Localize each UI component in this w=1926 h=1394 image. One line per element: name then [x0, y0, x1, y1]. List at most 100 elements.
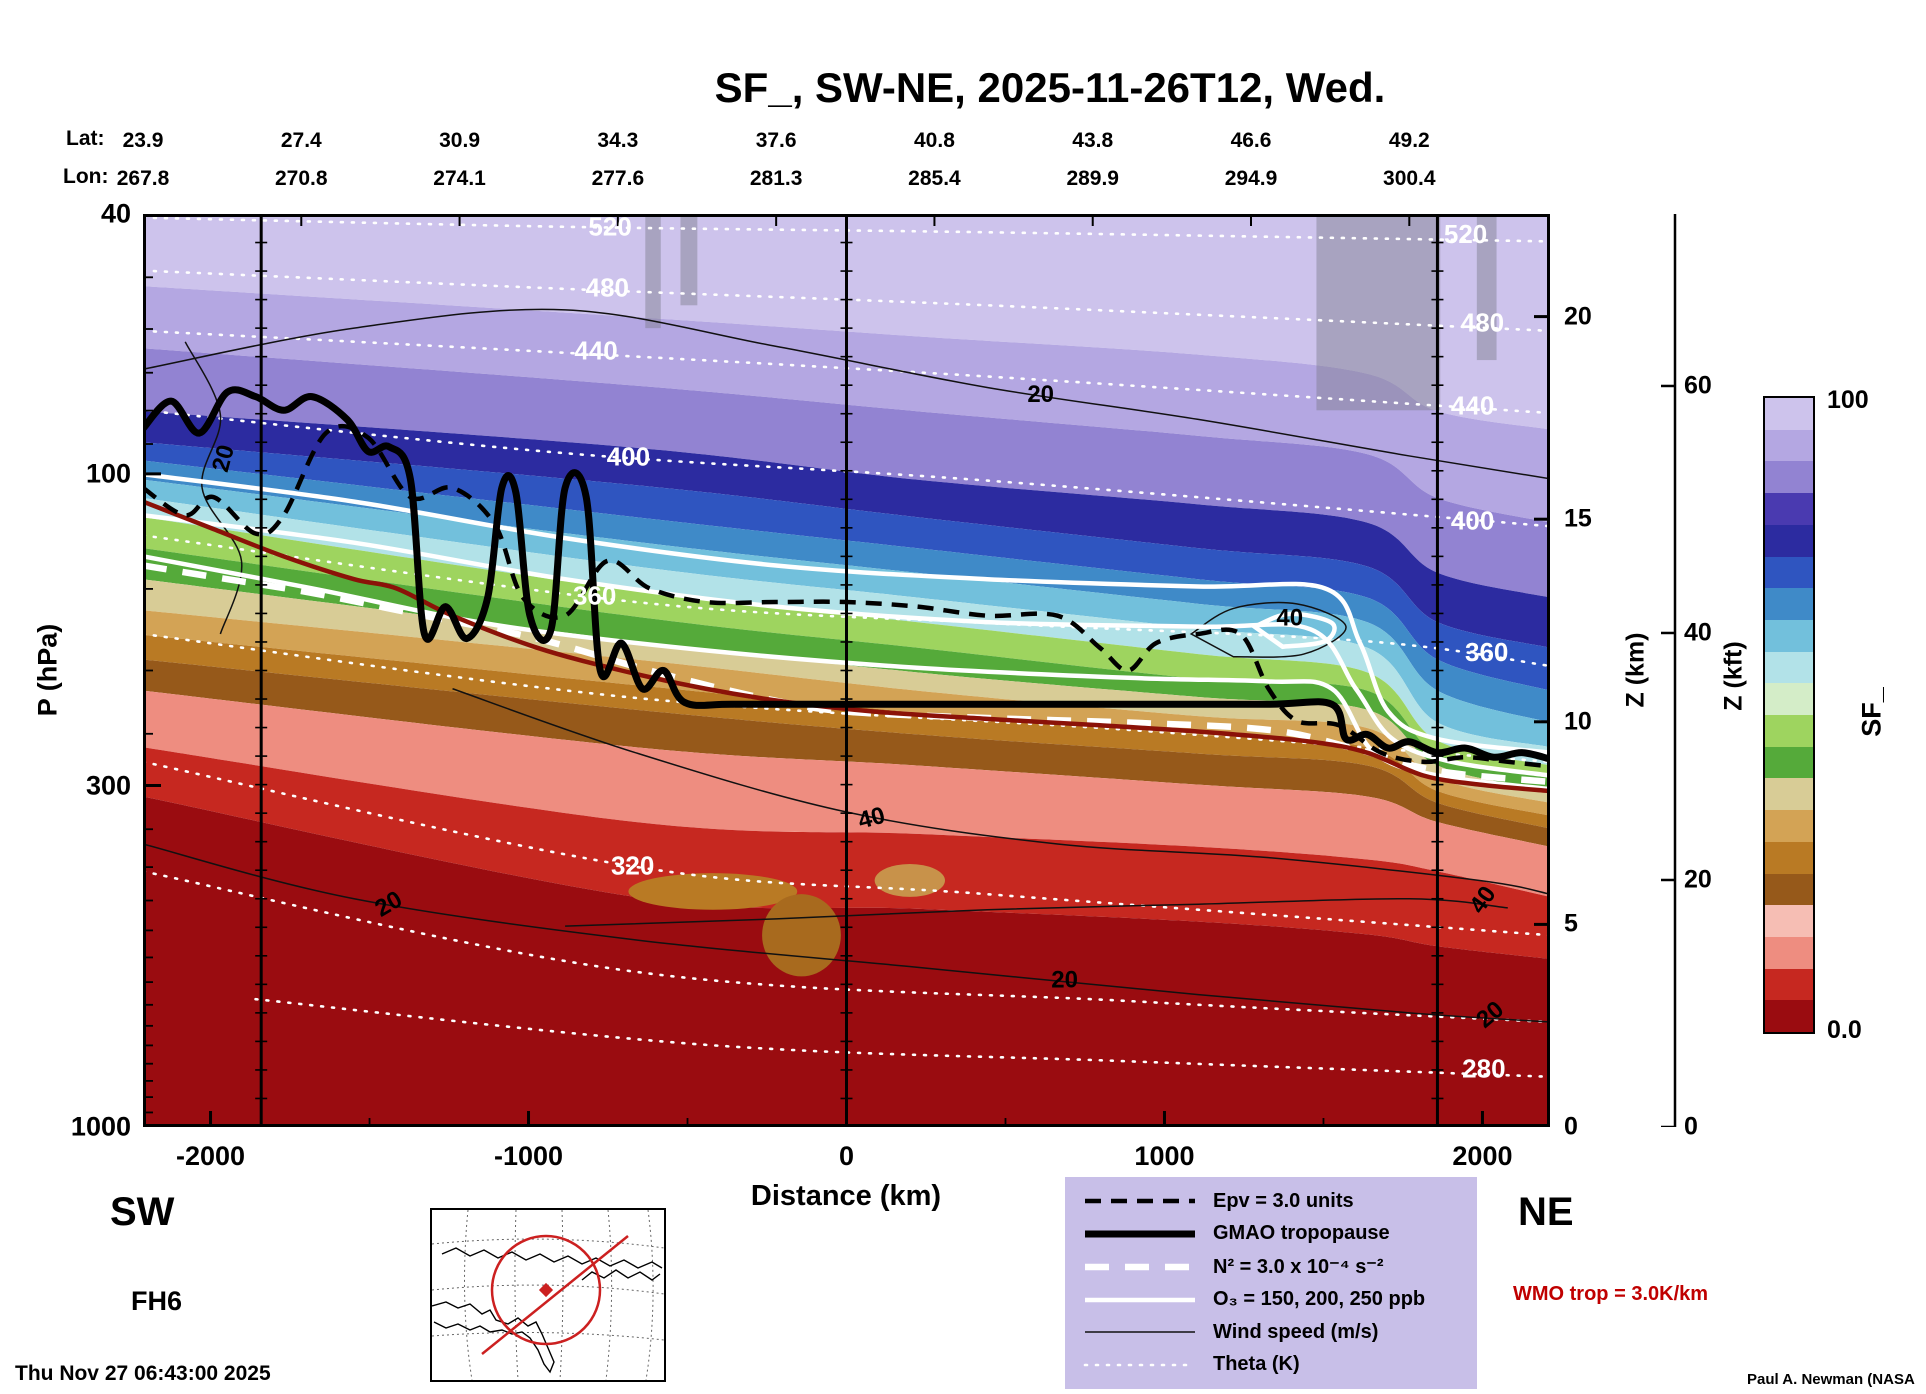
- legend-label: GMAO tropopause: [1213, 1222, 1390, 1245]
- colorbar-step: [1765, 461, 1813, 494]
- zkm-tick-label: 15: [1564, 504, 1592, 533]
- wind-contour: [452, 688, 1550, 895]
- distance-tick-label: 1000: [1134, 1141, 1195, 1171]
- credit: Paul A. Newman (NASA: [1747, 1371, 1915, 1388]
- timestamp: Thu Nov 27 06:43:00 2025: [15, 1362, 271, 1385]
- legend-line-sample-epv: [1085, 1199, 1195, 1204]
- legend-line-sample-theta: [1083, 1363, 1197, 1367]
- contour-label-480: 480: [586, 273, 629, 303]
- missing-data-column: [680, 214, 698, 306]
- lon-value: 294.9: [1224, 167, 1278, 190]
- colorbar-step: [1765, 968, 1813, 1001]
- colorbar-step: [1765, 715, 1813, 747]
- zkft-axis-title: Z (kft): [1719, 641, 1748, 711]
- legend-line-sample-wind: [1085, 1331, 1195, 1333]
- theta-contour: [143, 870, 1550, 1024]
- colorbar-step: [1765, 524, 1813, 557]
- coastline-east: [581, 1269, 661, 1281]
- lon-value: 274.1: [433, 167, 486, 190]
- fill-patch: [762, 894, 841, 977]
- legend-row: Epv = 3.0 units: [1081, 1189, 1461, 1213]
- o3-contour: [143, 471, 1550, 755]
- colorbar-step: [1765, 778, 1813, 811]
- lon-value: 270.8: [275, 167, 328, 190]
- forecast-hour-label: FH6: [131, 1286, 183, 1316]
- lon-value: 289.9: [1066, 167, 1119, 190]
- lat-value: 40.8: [914, 129, 955, 152]
- lon-value: 277.6: [591, 167, 645, 190]
- fill-patch: [628, 873, 798, 910]
- missing-data-column: [1476, 214, 1497, 361]
- legend-line-sample-o3: [1085, 1297, 1195, 1302]
- contour-label-520: 520: [588, 214, 631, 241]
- coastline: [431, 1301, 555, 1374]
- colorbar-step: [1765, 651, 1813, 684]
- coastline-north: [441, 1247, 663, 1269]
- wind-contour: [143, 308, 1550, 480]
- lat-value: 37.6: [755, 129, 797, 152]
- zkm-tick-label: 10: [1564, 707, 1592, 736]
- pressure-tick-label: 300: [85, 770, 131, 800]
- lon-value: 300.4: [1383, 167, 1436, 190]
- distance-axis-title: Distance (km): [750, 1180, 942, 1212]
- legend-row: N² = 3.0 x 10⁻⁴ s⁻²: [1081, 1254, 1461, 1279]
- zkm-axis-title: Z (km): [1621, 632, 1650, 708]
- o3-contour: [143, 513, 1550, 778]
- colorbar-title: SF_: [1856, 687, 1887, 737]
- contour-label-480: 480: [1461, 307, 1504, 337]
- legend-line-sample-n2: [1085, 1263, 1195, 1270]
- lon-value: 267.8: [116, 167, 170, 190]
- legend-row: Wind speed (m/s): [1081, 1320, 1461, 1344]
- pressure-tick-label: 40: [100, 198, 131, 229]
- lon-value: 281.3: [749, 167, 803, 190]
- wind-contour: [565, 897, 1508, 927]
- zkm-tick-label: 20: [1564, 302, 1592, 331]
- colorbar-step: [1765, 588, 1813, 620]
- legend: Epv = 3.0 units GMAO tropopause N² = 3.0 x…: [1065, 1177, 1477, 1389]
- distance-tick-label: 0: [838, 1141, 855, 1171]
- colorbar-step: [1765, 619, 1813, 652]
- colorbar-step: [1765, 1000, 1813, 1033]
- distance-tick-label: -2000: [176, 1141, 246, 1171]
- cross-section-plot: 520 520 480 480 440 440 400 400 360 360 320 280 20 20…: [143, 214, 1550, 1127]
- map-inset: [430, 1208, 666, 1382]
- contour-label-40: 40: [1276, 605, 1303, 632]
- zkft-tick-label: 20: [1684, 865, 1712, 894]
- o3-contour: [1249, 611, 1337, 650]
- colorbar-step: [1765, 810, 1813, 842]
- colorbar-min-label: 0.0: [1827, 1016, 1862, 1044]
- missing-data-column: [1316, 214, 1441, 411]
- lat-row-label: Lat:: [66, 127, 105, 150]
- legend-row: O₃ = 150, 200, 250 ppb: [1081, 1288, 1461, 1312]
- lat-value: 30.9: [439, 129, 480, 152]
- distance-tick-label: 2000: [1452, 1141, 1513, 1171]
- lat-value: 49.2: [1388, 129, 1430, 152]
- contour-label-440: 440: [1451, 390, 1494, 420]
- contour-label-20: 20: [1027, 381, 1054, 408]
- section-range-circle: [490, 1234, 602, 1346]
- colorbar-step: [1765, 683, 1813, 716]
- legend-label: Wind speed (m/s): [1213, 1320, 1379, 1343]
- colorbar-step: [1765, 493, 1813, 525]
- lat-value: 34.3: [597, 129, 639, 152]
- pressure-tick-label: 1000: [70, 1111, 131, 1142]
- sw-endpoint-label: SW: [110, 1190, 175, 1234]
- zkft-tick-label: 40: [1684, 618, 1712, 647]
- fill-band: [143, 579, 1550, 803]
- fill-band: [143, 517, 1550, 779]
- colorbar-step: [1765, 429, 1813, 462]
- theta-contour: [143, 216, 1550, 243]
- fill-band: [143, 548, 1550, 792]
- lon-row-label: Lon:: [63, 165, 109, 188]
- pressure-tick-label: 100: [85, 458, 131, 489]
- section-path-line: [481, 1235, 629, 1355]
- theta-contour: [143, 408, 1550, 528]
- zkft-tick-label: 60: [1684, 371, 1712, 400]
- legend-label: O₃ = 150, 200, 250 ppb: [1213, 1288, 1426, 1311]
- contour-label-400: 400: [1451, 505, 1494, 535]
- legend-row: Theta (K): [1081, 1353, 1461, 1377]
- zkft-tick-label: 0: [1684, 1112, 1698, 1141]
- fill-band: [143, 411, 1550, 648]
- contour-label-360: 360: [1465, 637, 1508, 667]
